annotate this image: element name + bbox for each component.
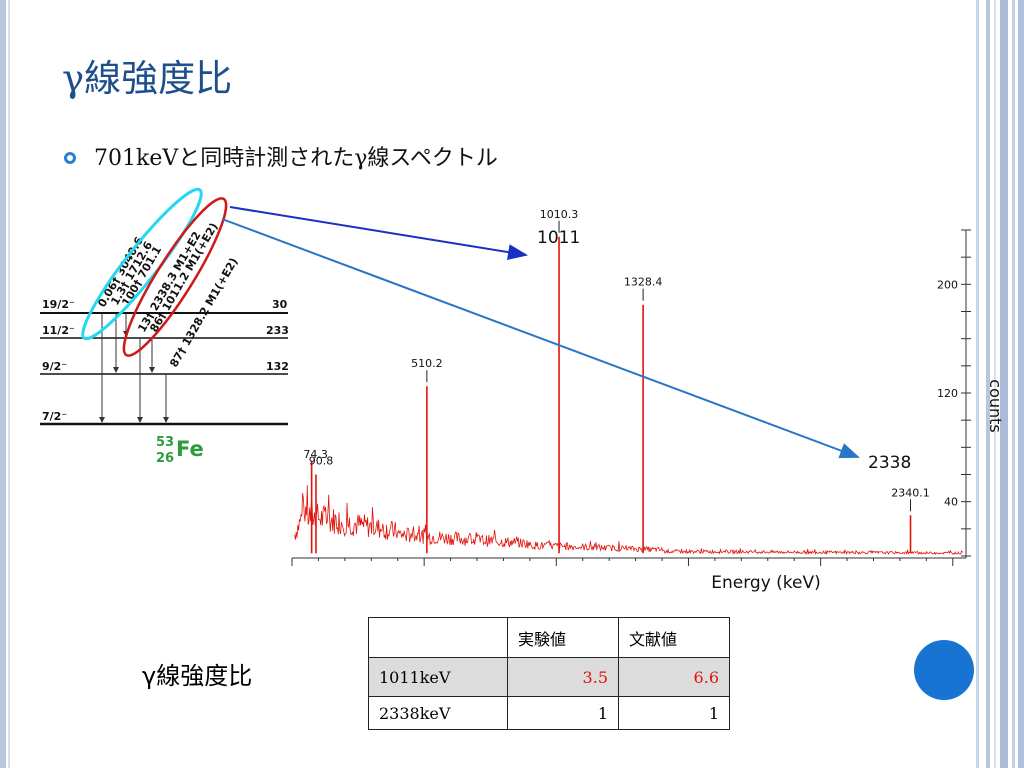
table-header-exp: 実験値	[507, 617, 619, 658]
y-tick-label: 200	[937, 278, 958, 291]
y-axis-label: counts	[986, 379, 1005, 432]
nucleus-mass: 53	[156, 435, 174, 450]
table-header-blank	[368, 617, 508, 658]
table-row: 1011keV 3.5 6.6	[368, 657, 730, 697]
arrow-to-2338	[221, 218, 860, 459]
table-cell-lit: 6.6	[618, 657, 730, 697]
level-scheme: 19/2⁻ 11/2⁻ 9/2⁻ 7/2⁻ 30 233 132 0.06† 3…	[40, 221, 289, 466]
x-axis-label: Energy (keV)	[711, 573, 821, 593]
arrow-to-1011	[229, 206, 528, 261]
nucleus-symbol: Fe	[176, 437, 204, 461]
bullet-text: 701keVと同時計測されたγ線スペクトル	[94, 146, 498, 171]
level-energy-19-2: 30	[272, 298, 288, 311]
table-row-label: 1011keV	[368, 657, 508, 697]
level-spin-11-2: 11/2⁻	[42, 324, 75, 337]
table-row: 2338keV 1 1	[368, 696, 730, 730]
ratio-label: γ線強度比	[142, 662, 253, 690]
level-spin-7-2: 7/2⁻	[42, 410, 67, 423]
annotation-1011: 1011	[537, 228, 580, 248]
table-row-label: 2338keV	[368, 696, 508, 730]
table-header-lit: 文献値	[618, 617, 730, 658]
peak-labels: 74.390.8 510.2 1010.3 1328.4 2340.1	[303, 208, 930, 512]
spectrum-line	[294, 485, 964, 556]
x-ticks	[291, 558, 954, 566]
spectrum-plot: 40 120 200 74.390.8 510.2 1010.3 1328.4 2340.1…	[291, 208, 1005, 593]
table-cell-exp: 1	[507, 696, 619, 730]
table-cell-exp: 3.5	[507, 657, 619, 697]
level-spin-19-2: 19/2⁻	[42, 298, 75, 311]
slide-decoration-circle	[914, 640, 974, 700]
left-border-inner	[8, 0, 10, 768]
peak-label: 2340.1	[891, 486, 930, 499]
right-decoration	[976, 0, 1024, 768]
table-header-row: 実験値 文献値	[368, 617, 730, 658]
left-border	[0, 0, 6, 768]
ratio-table: 実験値 文献値 1011keV 3.5 6.6 2338keV 1 1	[368, 617, 730, 730]
level-energy-11-2: 233	[266, 324, 289, 337]
highlight-ellipse-red	[122, 197, 228, 357]
transition-label-1011: 86† 1011.2 M1(+E2)	[147, 221, 220, 335]
y-tick-label: 40	[944, 496, 958, 509]
peak-label: 74.3	[303, 448, 328, 461]
peak-label: 510.2	[411, 357, 443, 370]
table-cell-lit: 1	[618, 696, 730, 730]
bullet-icon	[64, 152, 76, 164]
annotation-2338: 2338	[868, 453, 911, 473]
y-ticks: 40 120 200	[937, 229, 971, 557]
nucleus-z: 26	[156, 451, 174, 466]
peak-label: 90.8	[309, 455, 334, 468]
slide-title: γ線強度比	[62, 57, 233, 100]
level-energy-9-2: 132	[266, 360, 289, 373]
peak-label: 1328.4	[624, 276, 663, 289]
peak-lines	[310, 236, 912, 554]
peak-label: 1010.3	[540, 208, 579, 221]
level-spin-9-2: 9/2⁻	[42, 360, 67, 373]
y-tick-label: 120	[937, 387, 958, 400]
